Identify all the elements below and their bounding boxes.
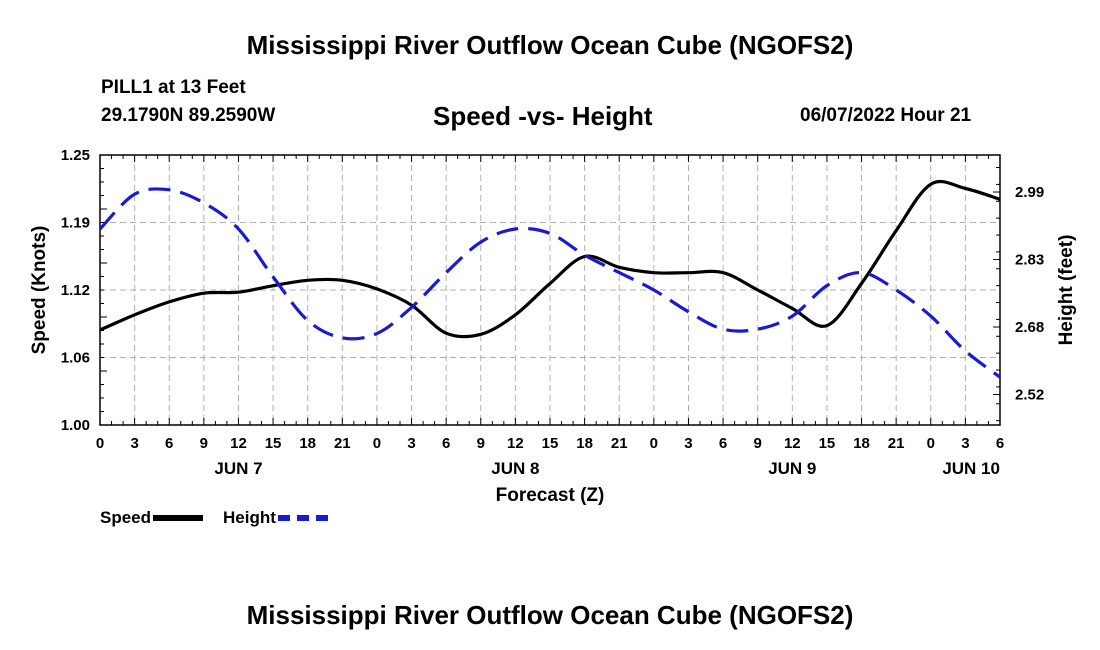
y-tick-label-left: 1.19 [61,215,90,232]
legend-item-speed: Speed [100,508,204,528]
x-tick-label: 3 [961,435,969,452]
x-tick-label: 9 [200,435,208,452]
run-datetime: 06/07/2022 Hour 21 [800,105,972,126]
date-label: JUN 7 [214,459,262,478]
y-tick-label-left: 1.12 [61,282,90,299]
x-tick-label: 18 [853,435,870,452]
x-tick-label: 9 [754,435,762,452]
date-label: JUN 9 [768,459,816,478]
station-name: PILL1 at 13 Feet [101,77,246,98]
x-tick-label: 12 [230,435,247,452]
y-tick-label-left: 1.00 [61,417,90,434]
chart-subtitle: Speed -vs- Height [433,101,653,131]
x-tick-label: 0 [927,435,935,452]
height-series-line [98,187,1001,379]
y-tick-label-right: 2.83 [1015,252,1044,269]
x-tick-label: 0 [96,435,104,452]
x-tick-label: 12 [507,435,524,452]
x-tick-label: 12 [784,435,801,452]
x-tick-label: 3 [130,435,138,452]
y-tick-label-right: 2.68 [1015,319,1044,336]
date-label: JUN 8 [491,459,539,478]
speed-series-line [99,179,1001,339]
x-tick-label: 9 [477,435,485,452]
x-tick-label: 0 [650,435,658,452]
chart-legend: Speed Height [100,508,348,528]
y-tick-label-left: 1.06 [61,350,90,367]
station-coordinates: 29.1790N 89.2590W [101,105,276,126]
date-label: JUN 10 [942,459,1000,478]
y-tick-label-right: 2.99 [1015,184,1044,201]
y-tick-label-left: 1.25 [61,147,90,164]
legend-label-height: Height [223,508,276,527]
legend-label-speed: Speed [100,508,152,527]
y-axis-label-right: Height (feet) [1056,235,1077,346]
x-tick-label: 21 [611,435,628,452]
y-tick-label-right: 2.52 [1015,387,1044,404]
legend-swatch-height [277,515,328,521]
x-tick-label: 3 [407,435,415,452]
page-title: Mississippi River Outflow Ocean Cube (NG… [246,30,854,60]
x-tick-label: 15 [265,435,282,452]
x-tick-label: 6 [165,435,173,452]
x-axis-label: Forecast (Z) [496,485,605,506]
x-tick-label: 0 [373,435,381,452]
x-tick-label: 6 [996,435,1004,452]
x-tick-label: 3 [684,435,692,452]
x-tick-label: 18 [576,435,593,452]
legend-item-height: Height [223,508,328,528]
second-chart-title: Mississippi River Outflow Ocean Cube (NG… [246,600,854,630]
x-tick-label: 15 [542,435,559,452]
x-tick-label: 6 [719,435,727,452]
legend-swatch-speed [153,515,204,521]
x-tick-label: 18 [299,435,316,452]
x-tick-label: 21 [888,435,905,452]
y-axis-label-left: Speed (Knots) [29,226,50,355]
x-tick-label: 6 [442,435,450,452]
x-tick-label: 15 [819,435,836,452]
x-tick-label: 21 [334,435,351,452]
